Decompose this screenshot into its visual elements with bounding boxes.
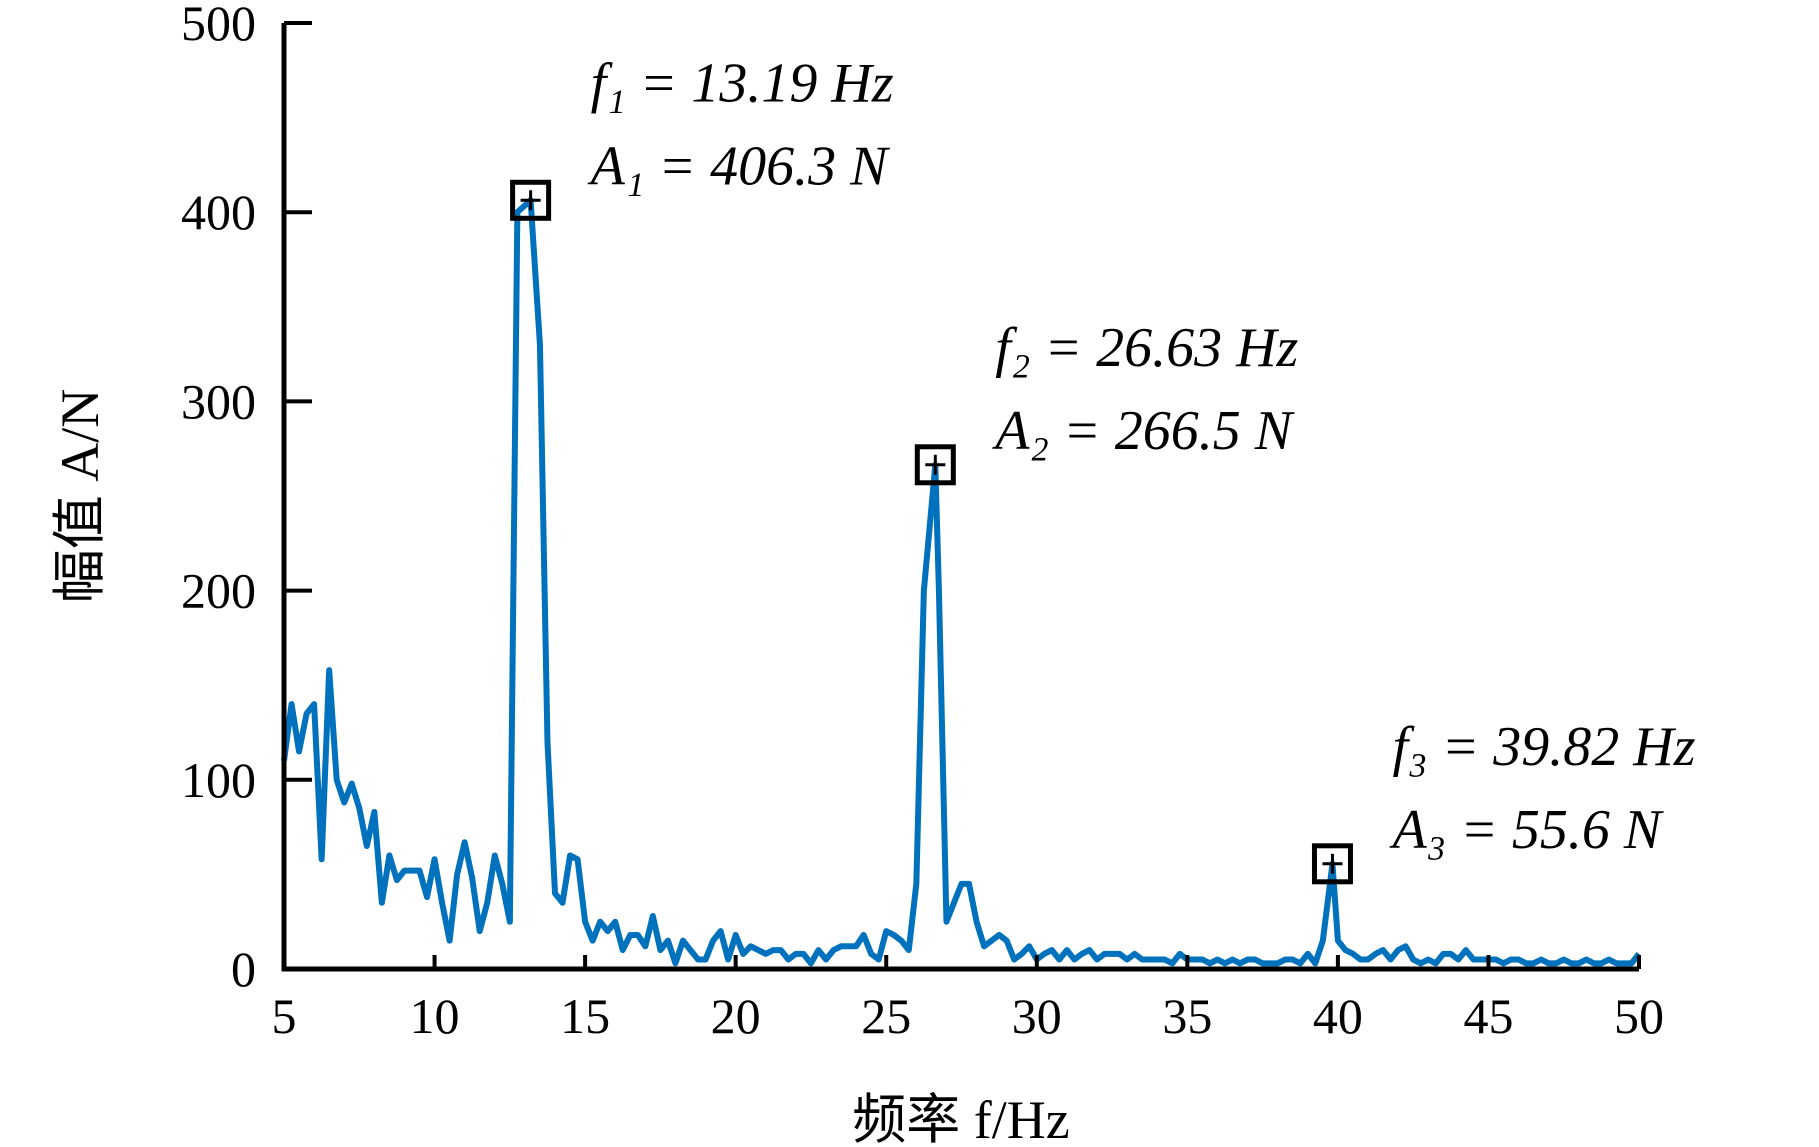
peak-amp-label: A₁ = 406.3 N <box>587 135 890 197</box>
x-tick-label: 45 <box>1463 988 1513 1044</box>
peak-marker <box>1311 843 1353 885</box>
y-tick-label: 200 <box>181 563 256 619</box>
x-tick-label: 25 <box>861 988 911 1044</box>
x-tick-label: 5 <box>272 988 297 1044</box>
x-tick-label: 50 <box>1614 988 1664 1044</box>
peak-freq-label: f₂ = 26.63 Hz <box>995 317 1298 379</box>
y-tick-label: 500 <box>181 0 256 51</box>
y-tick-label: 0 <box>231 941 256 997</box>
x-tick-label: 30 <box>1012 988 1062 1044</box>
peak-marker <box>914 444 956 486</box>
x-axis-label: 频率 f/Hz <box>852 1090 1069 1147</box>
peak-amp-label: A₃ = 55.6 N <box>1388 799 1663 861</box>
peak-freq-label: f₃ = 39.82 Hz <box>1392 716 1695 778</box>
peak-marker <box>510 179 552 221</box>
x-tick-label: 15 <box>560 988 610 1044</box>
peak-freq-label: f₁ = 13.19 Hz <box>591 52 894 114</box>
data-line <box>281 197 1642 967</box>
x-tick-label: 35 <box>1162 988 1212 1044</box>
x-tick-label: 40 <box>1313 988 1363 1044</box>
y-tick-label: 400 <box>181 184 256 240</box>
x-tick-label: 20 <box>711 988 761 1044</box>
y-axis-label: 幅值 A/N <box>50 389 110 604</box>
peak-amp-label: A₂ = 266.5 N <box>991 400 1294 462</box>
x-tick-label: 10 <box>410 988 460 1044</box>
y-tick-label: 100 <box>181 752 256 808</box>
y-tick-label: 300 <box>181 373 256 429</box>
